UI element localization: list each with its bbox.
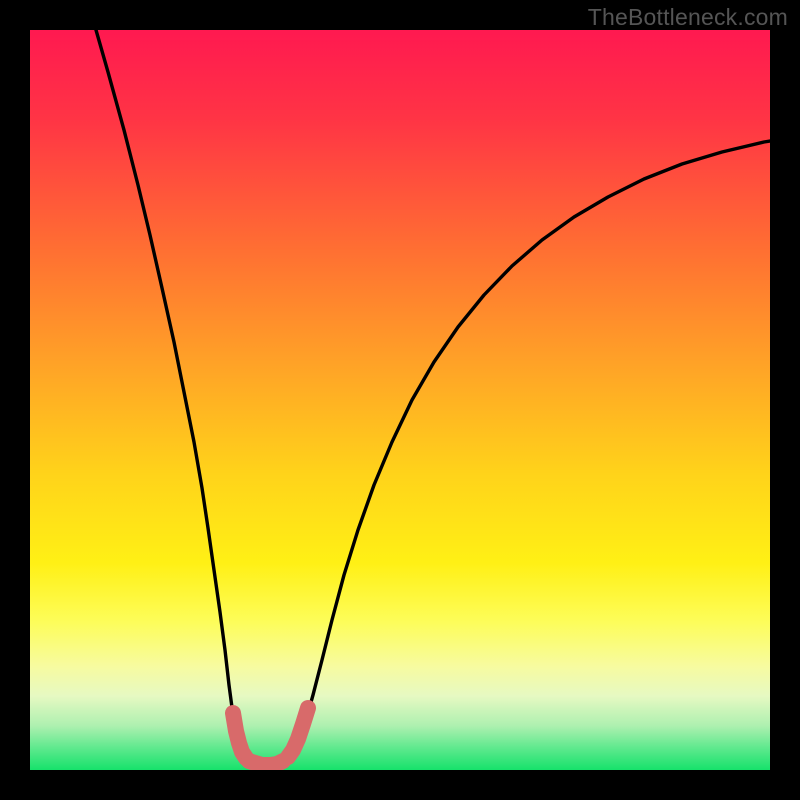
plot-area [30,30,770,770]
highlight-segment [249,761,283,765]
watermark-text: TheBottleneck.com [588,4,788,31]
chart-container: TheBottleneck.com [0,0,800,800]
gradient-background [30,30,770,770]
bottleneck-curve-chart [30,30,770,770]
